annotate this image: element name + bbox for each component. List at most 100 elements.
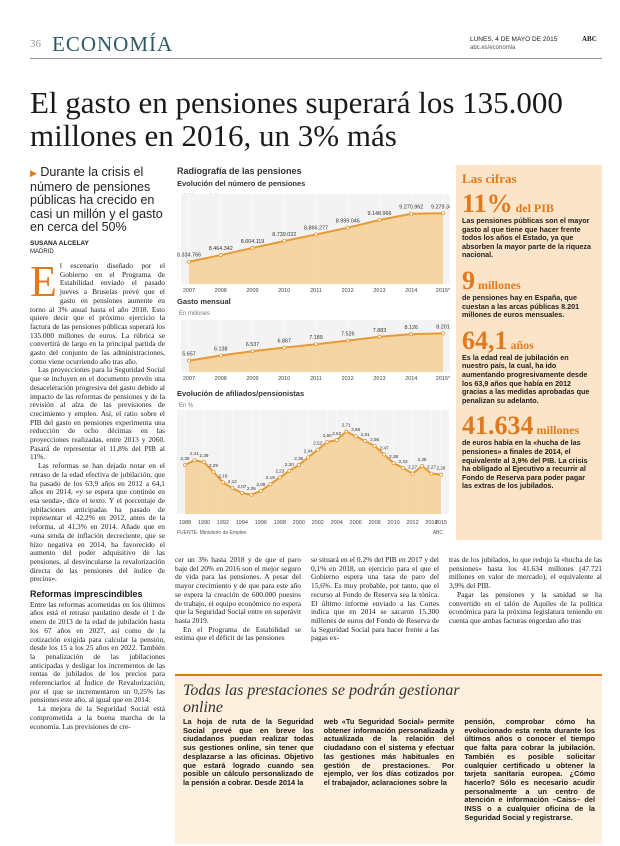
place: MADRID xyxy=(30,249,54,255)
subhead: ▶ Durante la crisis el número de pension… xyxy=(30,165,165,235)
paragraph: tras de los jubilados, lo que redujo la … xyxy=(449,556,602,591)
value-label: 2,27 xyxy=(408,465,417,470)
point xyxy=(409,332,414,337)
point xyxy=(211,469,216,474)
point xyxy=(334,438,339,443)
point xyxy=(345,338,350,343)
value-label: 2,16 xyxy=(266,475,275,480)
x-tick-label: 1998 xyxy=(274,520,286,526)
x-tick-label: 2000 xyxy=(293,520,305,526)
point xyxy=(282,238,287,243)
value-label: 8.999.046 xyxy=(336,219,360,225)
value-label: 2,41 xyxy=(190,451,199,456)
x-tick-label: 2004 xyxy=(331,520,343,526)
cifra-number: 11% xyxy=(462,189,513,218)
value-label: 2,33 xyxy=(399,459,408,464)
value-label: 7.526 xyxy=(341,332,355,338)
value-label: 7.189 xyxy=(309,335,323,341)
sidebar-columns: La hoja de ruta de la Seguridad Social p… xyxy=(183,718,595,840)
point xyxy=(313,342,318,347)
line xyxy=(184,430,442,496)
value-label: 6.537 xyxy=(246,342,260,348)
cifra-text: de euros había en la «hucha de las pensi… xyxy=(462,438,588,491)
drop-cap: E xyxy=(30,262,57,306)
area xyxy=(185,431,441,514)
point xyxy=(440,211,445,216)
section: ECONOMÍA xyxy=(52,32,174,56)
point xyxy=(363,439,368,444)
value-label: 9.148.966 xyxy=(368,211,392,217)
x-tick-label: 2007 xyxy=(183,376,195,382)
point xyxy=(282,345,287,350)
point xyxy=(438,472,443,477)
paragraph: En el Programa de Estabilidad se estima … xyxy=(175,624,301,643)
value-label: 2,18 xyxy=(218,473,227,478)
point xyxy=(218,353,223,358)
value-label: 2,71 xyxy=(342,422,351,427)
value-label: 6.138 xyxy=(214,346,228,352)
paragraph: Entre las reformas acometidas en los últ… xyxy=(30,599,165,705)
point xyxy=(353,434,358,439)
paragraph: Las proyecciones para la Seguridad Socia… xyxy=(30,365,165,462)
value-label: 8.739.032 xyxy=(272,232,296,238)
x-tick-label: 2008 xyxy=(369,520,381,526)
value-label: 2,39 xyxy=(199,453,208,458)
x-tick-label: 1996 xyxy=(255,520,267,526)
sidebar-column: pensión, comprobar cómo ha evolucionado … xyxy=(464,718,596,822)
point xyxy=(325,439,330,444)
x-tick-label: 2011 xyxy=(310,376,322,382)
subheading: Reformas imprescindibles xyxy=(30,589,143,600)
value-label: 2,56 xyxy=(370,437,379,442)
value-label: 2,07 xyxy=(237,484,246,489)
cifra-head: 11% del PIB xyxy=(462,191,596,217)
value-label: 7.883 xyxy=(373,328,387,334)
cifras-box: Las cifras 11% del PIB Las pensiones públi… xyxy=(456,165,602,540)
point xyxy=(268,482,273,487)
point xyxy=(429,471,434,476)
cifra-head: 41.634 millones xyxy=(462,413,596,439)
body-column: cer un 3% hasta 2018 y de que el paro ba… xyxy=(175,556,301,670)
cifra-text: Las pensiones públicas son el mayor gast… xyxy=(462,216,592,260)
point xyxy=(250,349,255,354)
x-tick-label: 2008 xyxy=(215,288,227,294)
value-label: 2,62 xyxy=(332,431,341,436)
value-label: 2,44 xyxy=(304,448,313,453)
x-tick-label: 2007 xyxy=(183,288,195,294)
chart-title: Evolución de afiliados/pensionistas xyxy=(177,389,304,398)
headline: El gasto en pensiones superará los 135.0… xyxy=(30,85,563,153)
value-label: 2,05 xyxy=(247,486,256,491)
point xyxy=(230,486,235,491)
point xyxy=(345,225,350,230)
source: FUENTE: Ministerio de Empleo xyxy=(177,530,247,536)
value-label: 2,36 xyxy=(294,456,303,461)
x-tick-label: 2002 xyxy=(312,520,324,526)
value-label: 2,09 xyxy=(256,482,265,487)
point xyxy=(377,334,382,339)
body-column: tras de los jubilados, lo que redujo la … xyxy=(449,556,602,670)
cifra-unit: millones xyxy=(478,277,521,292)
point xyxy=(277,475,282,480)
value-label: 8.866.277 xyxy=(304,225,328,231)
site: abc.es/economia xyxy=(470,45,516,51)
paragraph: se situará en el 0,2% del PIB en 2017 y … xyxy=(311,556,439,643)
area xyxy=(189,333,443,372)
chart-unit: En % xyxy=(179,403,194,409)
cifra-unit: millones xyxy=(536,423,580,438)
chart-title: Evolución del número de pensiones xyxy=(177,179,305,188)
value-label: 2,35 xyxy=(418,457,427,462)
infographic-title: Radiografía de las pensiones xyxy=(177,166,302,176)
cifra-number: 64,1 xyxy=(462,325,508,355)
value-label: 2,61 xyxy=(361,432,370,437)
x-tick-label: 2010 xyxy=(278,288,290,294)
x-tick-label: 2012 xyxy=(342,288,354,294)
x-tick-label: 2010 xyxy=(387,520,399,526)
x-tick-label: 2014 xyxy=(405,376,417,382)
point xyxy=(250,245,255,250)
point xyxy=(186,259,191,264)
cifra-number: 9 xyxy=(462,265,475,295)
point xyxy=(377,217,382,222)
value-label: 8.334.766 xyxy=(177,253,201,259)
x-tick-label: 2009 xyxy=(246,376,258,382)
value-label: 5.657 xyxy=(182,352,196,358)
